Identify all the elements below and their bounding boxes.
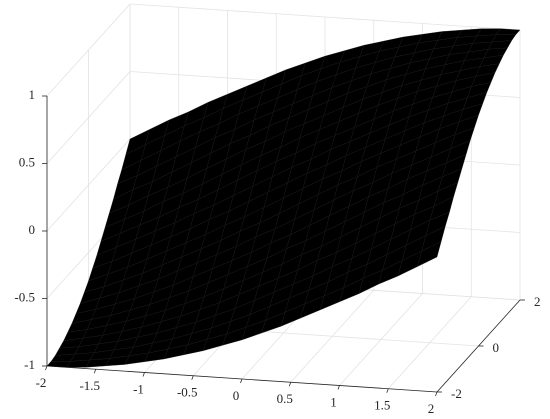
x-tick-label: -0.5 xyxy=(177,385,198,400)
z-tick-label: 1 xyxy=(29,87,36,102)
z-tick-label: 0 xyxy=(29,222,36,237)
surface-cell xyxy=(491,34,517,43)
x-tick xyxy=(142,372,145,377)
x-tick-label: 0.5 xyxy=(277,391,293,406)
x-tick-label: 2 xyxy=(428,401,435,416)
x-tick-label: 1 xyxy=(330,394,337,409)
grid-line xyxy=(129,3,521,31)
x-tick xyxy=(435,391,438,397)
grid-line xyxy=(46,71,131,164)
x-tick-label: -1 xyxy=(133,381,144,396)
grid-line xyxy=(46,3,131,97)
x-tick xyxy=(386,388,389,393)
x-tick-label: -1.5 xyxy=(79,378,100,393)
z-tick-label: -0.5 xyxy=(14,289,35,304)
x-tick xyxy=(240,378,243,384)
z-tick-label: -1 xyxy=(24,357,35,372)
x-tick-label: 0 xyxy=(233,388,240,403)
x-tick xyxy=(191,375,194,380)
y-tick-label: 0 xyxy=(493,340,500,355)
z-tick-label: 0.5 xyxy=(19,154,35,169)
y-tick-label: -2 xyxy=(451,386,462,401)
x-tick xyxy=(45,365,48,371)
y-tick-label: 2 xyxy=(534,294,541,309)
surface-cell xyxy=(417,241,442,267)
x-tick xyxy=(337,385,340,390)
x-tick xyxy=(93,369,97,374)
x-tick-label: 1.5 xyxy=(374,398,390,413)
grid-line xyxy=(46,138,131,232)
surface-cell xyxy=(496,28,521,35)
x-tick-label: -2 xyxy=(36,375,47,390)
x-tick xyxy=(288,382,292,387)
